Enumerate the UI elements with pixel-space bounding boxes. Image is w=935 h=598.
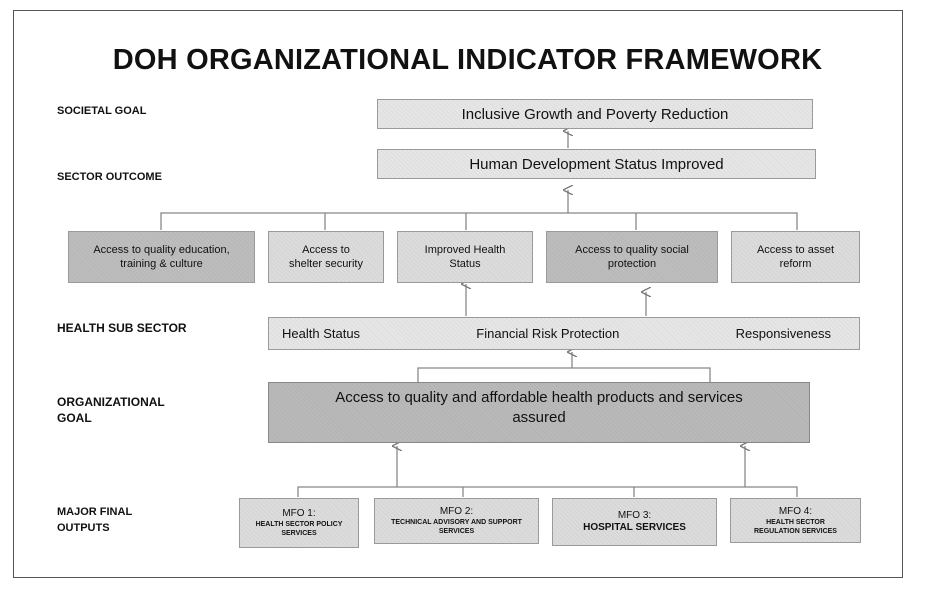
- level-major-final-outputs-line2: OUTPUTS: [57, 522, 110, 534]
- sector-box-improved-health: Improved Health Status: [397, 231, 533, 283]
- health-status-text: Health Status: [282, 326, 361, 341]
- mfo-4-title: MFO 4:: [778, 505, 813, 517]
- sector-box-education-line2: training & culture: [120, 258, 203, 270]
- sector-box-shelter: Access to shelter security: [268, 231, 384, 283]
- mfo-4-box: MFO 4: HEALTH SECTOR REGULATION SERVICES: [730, 498, 861, 543]
- sector-box-social-protection: Access to quality social protection: [546, 231, 718, 283]
- mfo-4-line1: HEALTH SECTOR: [766, 518, 825, 526]
- sector-box-social-protection-line1: Access to quality social: [575, 244, 689, 256]
- mfo-2-title: MFO 2:: [439, 506, 474, 517]
- sector-outcome-box: Human Development Status Improved: [377, 149, 816, 179]
- societal-goal-text: Inclusive Growth and Poverty Reduction: [461, 105, 729, 123]
- slide-frame: [13, 10, 903, 578]
- financial-risk-protection-text: Financial Risk Protection: [476, 326, 620, 341]
- mfo-3-box: MFO 3: HOSPITAL SERVICES: [552, 498, 717, 546]
- sector-box-shelter-line1: Access to: [302, 244, 350, 256]
- sector-box-social-protection-line2: protection: [607, 258, 657, 270]
- responsiveness-text: Responsiveness: [735, 326, 831, 341]
- page-title: DOH ORGANIZATIONAL INDICATOR FRAMEWORK: [112, 44, 823, 76]
- mfo-1-box: MFO 1: HEALTH SECTOR POLICY SERVICES: [239, 498, 359, 548]
- mfo-3-line1: HOSPITAL SERVICES: [583, 522, 686, 533]
- mfo-2-box: MFO 2: TECHNICAL ADVISORY AND SUPPORT SE…: [374, 498, 539, 544]
- societal-goal-box: Inclusive Growth and Poverty Reduction: [377, 99, 813, 129]
- mfo-4-line2: REGULATION SERVICES: [754, 527, 837, 535]
- level-organizational-goal-line1: ORGANIZATIONAL: [57, 395, 165, 409]
- organizational-goal-line2: assured: [512, 409, 566, 426]
- sector-box-improved-health-line1: Improved Health: [424, 244, 506, 256]
- level-societal-goal: SOCIETAL GOAL: [57, 105, 147, 117]
- mfo-1-line1: HEALTH SECTOR POLICY: [255, 521, 343, 528]
- sector-box-asset-reform-line1: Access to asset: [756, 244, 835, 256]
- level-major-final-outputs-line1: MAJOR FINAL: [57, 506, 133, 518]
- sector-outcome-text: Human Development Status Improved: [469, 155, 724, 173]
- sector-box-shelter-line2: shelter security: [289, 258, 363, 270]
- level-organizational-goal: ORGANIZATIONAL GOAL: [57, 394, 165, 426]
- mfo-1-line2: SERVICES: [281, 530, 317, 537]
- mfo-2-line1: TECHNICAL ADVISORY AND SUPPORT: [391, 519, 522, 526]
- level-organizational-goal-line2: GOAL: [57, 411, 92, 425]
- organizational-goal-line1: Access to quality and affordable health …: [335, 389, 743, 406]
- mfo-3-title: MFO 3:: [617, 510, 652, 521]
- level-health-sub-sector: HEALTH SUB SECTOR: [57, 321, 187, 335]
- sector-box-education: Access to quality education, training & c…: [68, 231, 255, 283]
- level-major-final-outputs: MAJOR FINAL OUTPUTS: [57, 504, 132, 536]
- mfo-1-title: MFO 1:: [282, 508, 316, 519]
- sector-box-education-line1: Access to quality education,: [93, 244, 230, 256]
- health-sub-sector-box: Health Status Financial Risk Protection …: [268, 317, 860, 350]
- level-sector-outcome: SECTOR OUTCOME: [57, 171, 162, 183]
- organizational-goal-box: Access to quality and affordable health …: [268, 382, 810, 443]
- sector-box-asset-reform-line2: reform: [779, 258, 812, 270]
- sector-box-improved-health-line2: Status: [449, 258, 481, 270]
- sector-box-asset-reform: Access to asset reform: [731, 231, 860, 283]
- mfo-2-line2: SERVICES: [438, 528, 475, 535]
